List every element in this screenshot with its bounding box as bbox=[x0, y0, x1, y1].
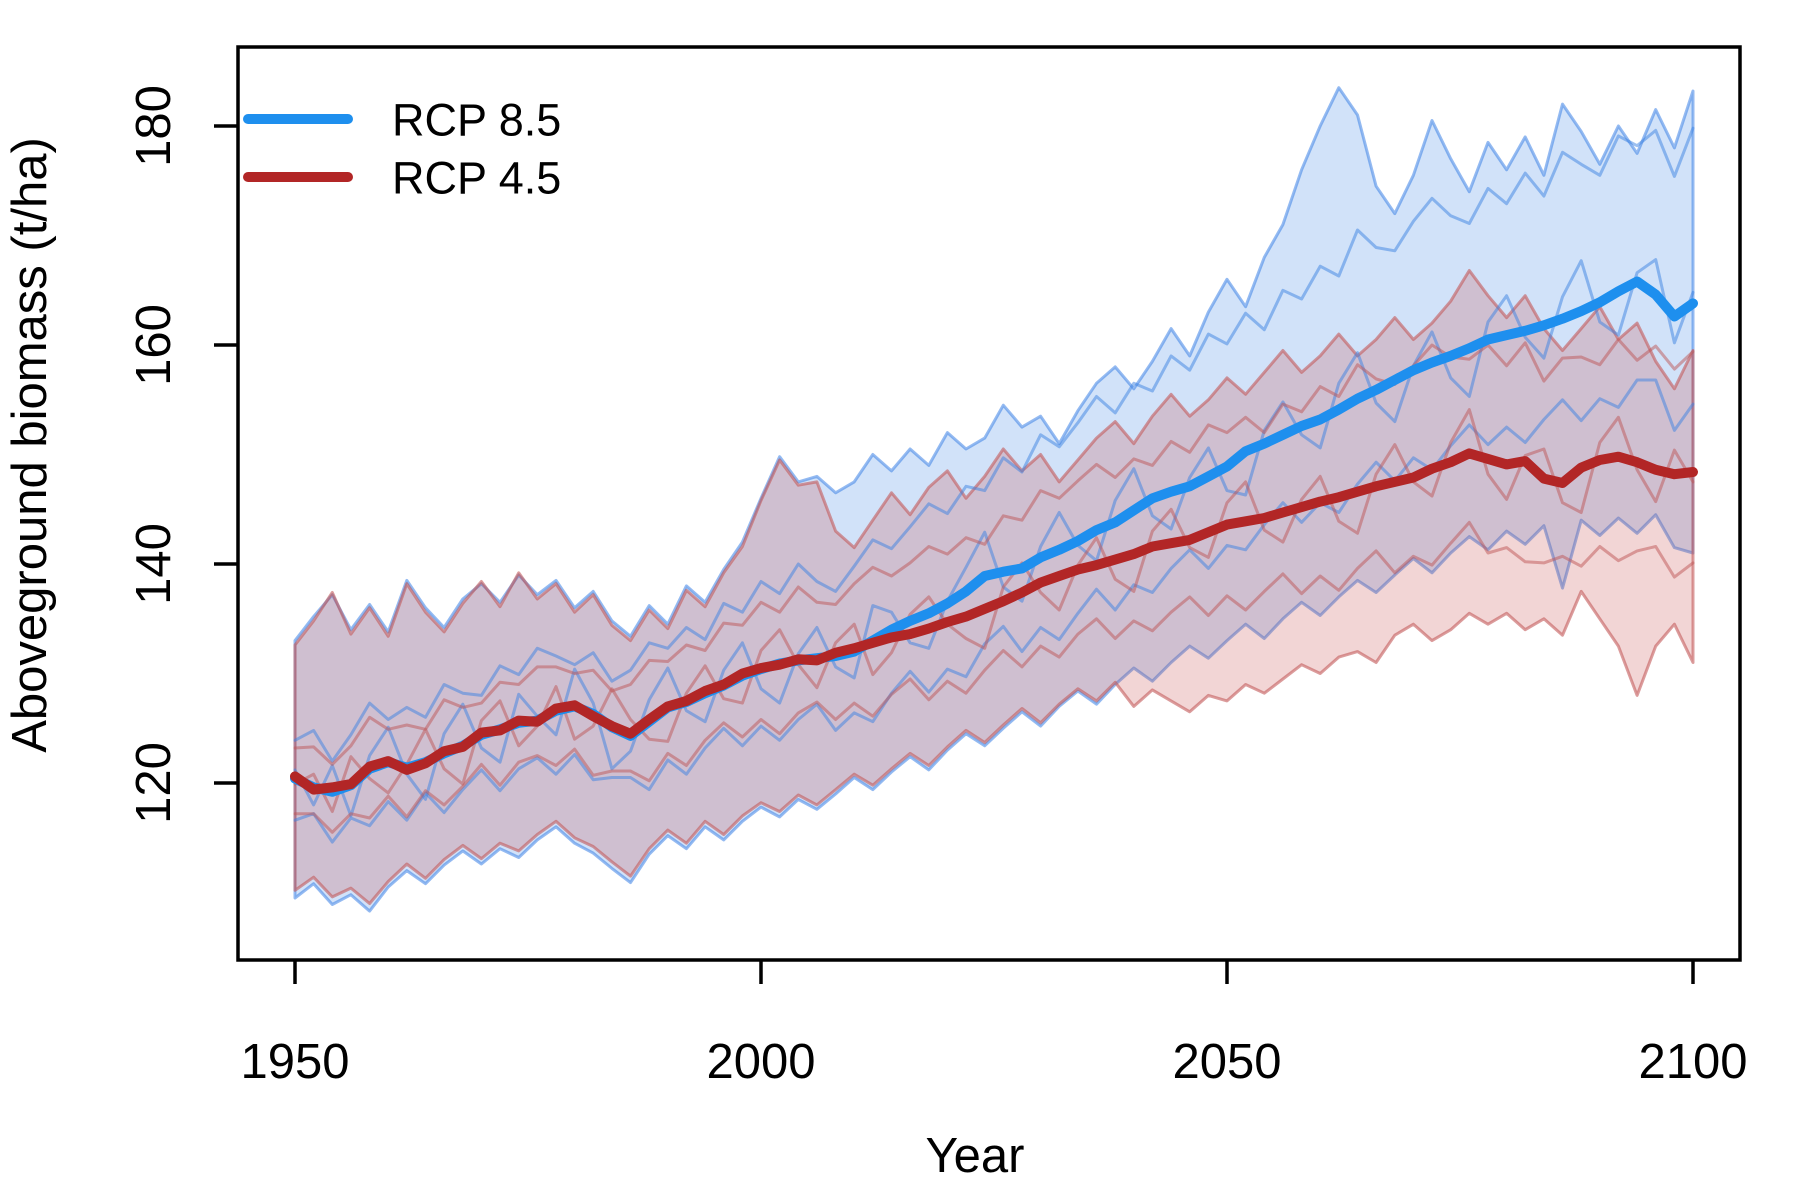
series-layer bbox=[290, 86, 1698, 913]
rcp45-member-trace-5 bbox=[293, 520, 1695, 834]
y-tick-label: 180 bbox=[127, 85, 181, 167]
x-tick-label: 2000 bbox=[706, 1035, 815, 1089]
y-tick-label: 160 bbox=[127, 304, 181, 386]
rcp45-member-trace-4 bbox=[293, 408, 1695, 813]
y-axis-title: Aboveground biomass (t/ha) bbox=[3, 137, 57, 753]
plot-box bbox=[236, 45, 1742, 962]
rcp45-member-trace-3 bbox=[293, 338, 1695, 766]
rcp45-envelope bbox=[293, 269, 1695, 905]
legend-label-rcp85: RCP 8.5 bbox=[392, 95, 561, 146]
rcp45-mean-line bbox=[290, 448, 1698, 795]
rcp85-member-trace-1 bbox=[293, 258, 1695, 818]
rcp85-member-trace-2 bbox=[293, 378, 1695, 844]
x-axis-title: Year bbox=[925, 1129, 1024, 1183]
y-tick-label: 120 bbox=[127, 742, 181, 824]
rcp85-member-trace-0 bbox=[293, 126, 1695, 763]
ticks-layer: 1950 2000 2050 2100 120 140 160 180 bbox=[127, 85, 1748, 1089]
x-tick-label: 2050 bbox=[1172, 1035, 1281, 1089]
legend: RCP 8.5 RCP 4.5 bbox=[243, 95, 561, 204]
x-tick-label: 2100 bbox=[1638, 1035, 1747, 1089]
y-tick-label: 140 bbox=[127, 523, 181, 605]
x-tick-label: 1950 bbox=[240, 1035, 349, 1089]
legend-label-rcp45: RCP 4.5 bbox=[392, 153, 561, 204]
